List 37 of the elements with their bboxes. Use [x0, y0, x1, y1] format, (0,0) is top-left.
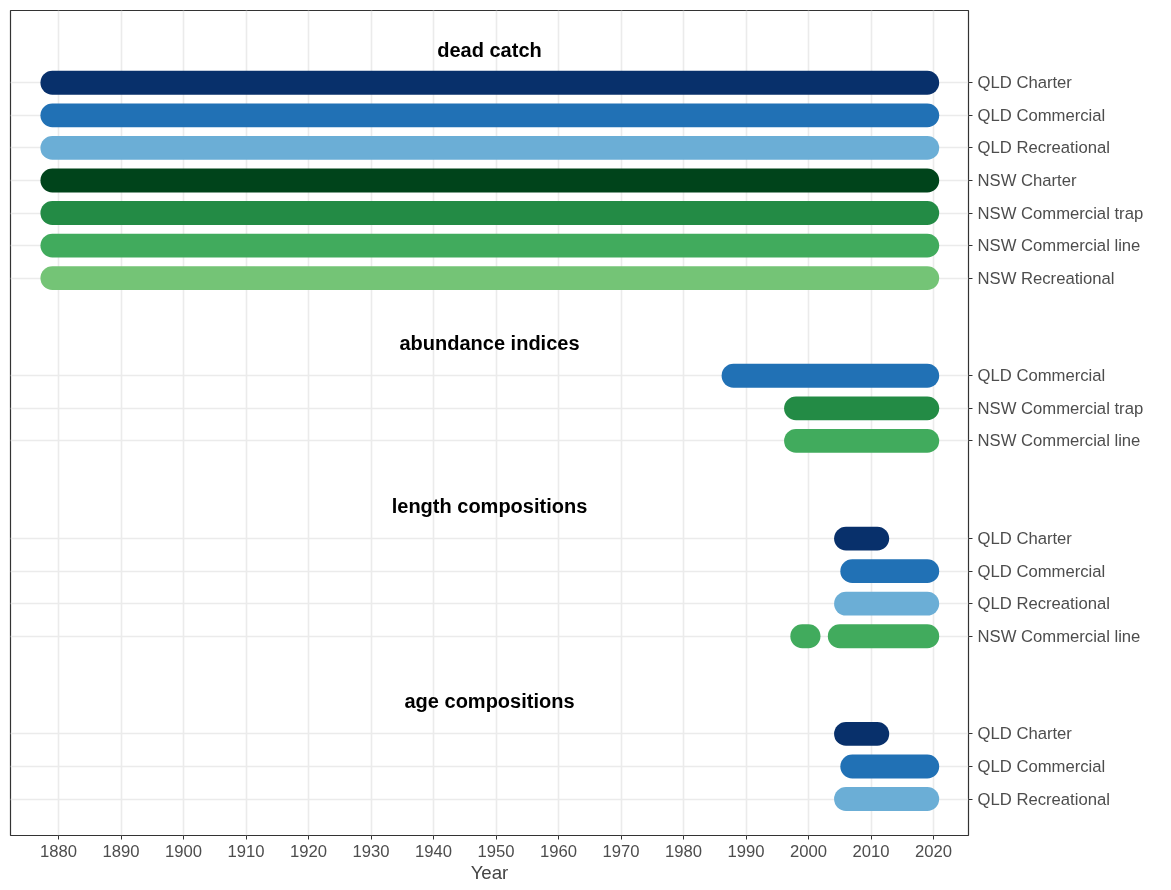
x-tick-label: 1970: [602, 841, 640, 861]
y-tick-label: QLD Recreational: [977, 138, 1110, 158]
x-tick-label: 1950: [477, 841, 515, 861]
y-tick-label: NSW Commercial trap: [977, 398, 1144, 418]
annotation: dead catch: [437, 39, 542, 62]
y-tick-label: NSW Commercial line: [977, 236, 1141, 256]
y-tick-label: QLD Recreational: [977, 594, 1110, 614]
y-tick-label: QLD Recreational: [977, 789, 1110, 809]
annotation: abundance indices: [399, 332, 580, 355]
annotation: age compositions: [404, 690, 575, 713]
x-tick-label: 1980: [665, 841, 703, 861]
y-tick-label: QLD Commercial: [977, 756, 1106, 776]
x-tick-label: 1900: [165, 841, 203, 861]
x-tick-label: 2000: [789, 841, 828, 861]
x-tick-label: 1890: [102, 841, 140, 861]
y-tick-label: NSW Commercial line: [977, 431, 1141, 451]
y-tick-label: QLD Commercial: [977, 561, 1106, 581]
x-tick-label: 1910: [227, 841, 265, 861]
y-tick-label: NSW Commercial line: [977, 626, 1141, 646]
x-tick-label: 1930: [352, 841, 390, 861]
y-tick-label: QLD Commercial: [977, 366, 1106, 386]
annotation: length compositions: [391, 495, 588, 518]
y-tick-label: QLD Charter: [977, 724, 1073, 744]
y-tick-label: NSW Charter: [977, 170, 1077, 190]
y-tick-label: QLD Commercial: [977, 105, 1106, 125]
x-axis-title: Year: [470, 861, 509, 883]
y-tick-label: QLD Charter: [977, 529, 1073, 549]
x-tick-label: 1960: [540, 841, 578, 861]
y-tick-label: NSW Recreational: [977, 268, 1115, 288]
x-tick-label: 1940: [415, 841, 453, 861]
x-tick-label: 1990: [727, 841, 765, 861]
x-tick-label: 2020: [914, 841, 953, 861]
x-tick-label: 1880: [40, 841, 78, 861]
y-tick-label: NSW Commercial trap: [977, 203, 1144, 223]
y-tick-label: QLD Charter: [977, 73, 1073, 93]
x-tick-label: 1920: [290, 841, 328, 861]
x-tick-label: 2010: [852, 841, 890, 861]
